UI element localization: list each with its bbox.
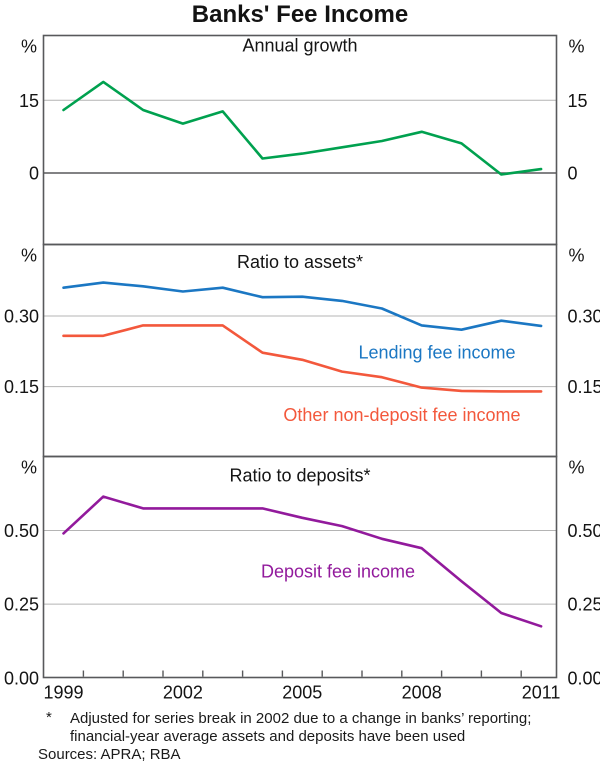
- panel-title-1: Annual growth: [242, 36, 357, 56]
- y-tick-label-right: 0.30: [568, 307, 600, 327]
- series-label-other-non-deposit-fee-income: Other non-deposit fee income: [283, 405, 520, 425]
- unit-label-right: %: [568, 37, 584, 57]
- x-tick-label-2002: 2002: [163, 683, 203, 703]
- y-tick-label-left: 0: [29, 164, 39, 184]
- panel-title-3: Ratio to deposits*: [229, 466, 370, 486]
- y-tick-label-left: 0.15: [4, 377, 39, 397]
- unit-label-left: %: [21, 246, 37, 266]
- x-tick-label-2008: 2008: [402, 683, 442, 703]
- panel-box-1: [44, 36, 557, 245]
- series-line-lending-fee-income: [64, 283, 542, 330]
- unit-label-left: %: [21, 37, 37, 57]
- x-tick-label-2011: 2011: [522, 683, 561, 703]
- y-tick-label-right: 0.50: [568, 521, 600, 541]
- y-tick-label-left: 0.00: [4, 668, 39, 688]
- x-tick-label-1999: 1999: [43, 683, 83, 703]
- x-tick-label-2005: 2005: [282, 683, 322, 703]
- y-tick-label-left: 0.30: [4, 307, 39, 327]
- panel-title-2: Ratio to assets*: [237, 252, 363, 272]
- footnote-line-1: Adjusted for series break in 2002 due to…: [70, 710, 570, 727]
- footnote-sources: Sources: APRA; RBA: [38, 746, 538, 763]
- series-label-deposit-fee-income: Deposit fee income: [261, 562, 415, 582]
- series-line-annual-growth: [64, 82, 542, 175]
- y-tick-label-right: 0.25: [568, 595, 600, 615]
- y-tick-label-right: 0.00: [568, 668, 600, 688]
- y-tick-label-left: 0.50: [4, 521, 39, 541]
- series-label-lending-fee-income: Lending fee income: [358, 343, 515, 363]
- footnote-marker: *: [46, 709, 52, 726]
- y-tick-label-right: 0.15: [568, 377, 600, 397]
- y-tick-label-right: 0: [568, 164, 578, 184]
- y-tick-label-left: 15: [19, 91, 39, 111]
- y-tick-label-left: 0.25: [4, 595, 39, 615]
- footnote-line-2: financial-year average assets and deposi…: [70, 728, 570, 745]
- unit-label-left: %: [21, 458, 37, 478]
- unit-label-right: %: [568, 246, 584, 266]
- y-tick-label-right: 15: [568, 91, 588, 111]
- unit-label-right: %: [568, 458, 584, 478]
